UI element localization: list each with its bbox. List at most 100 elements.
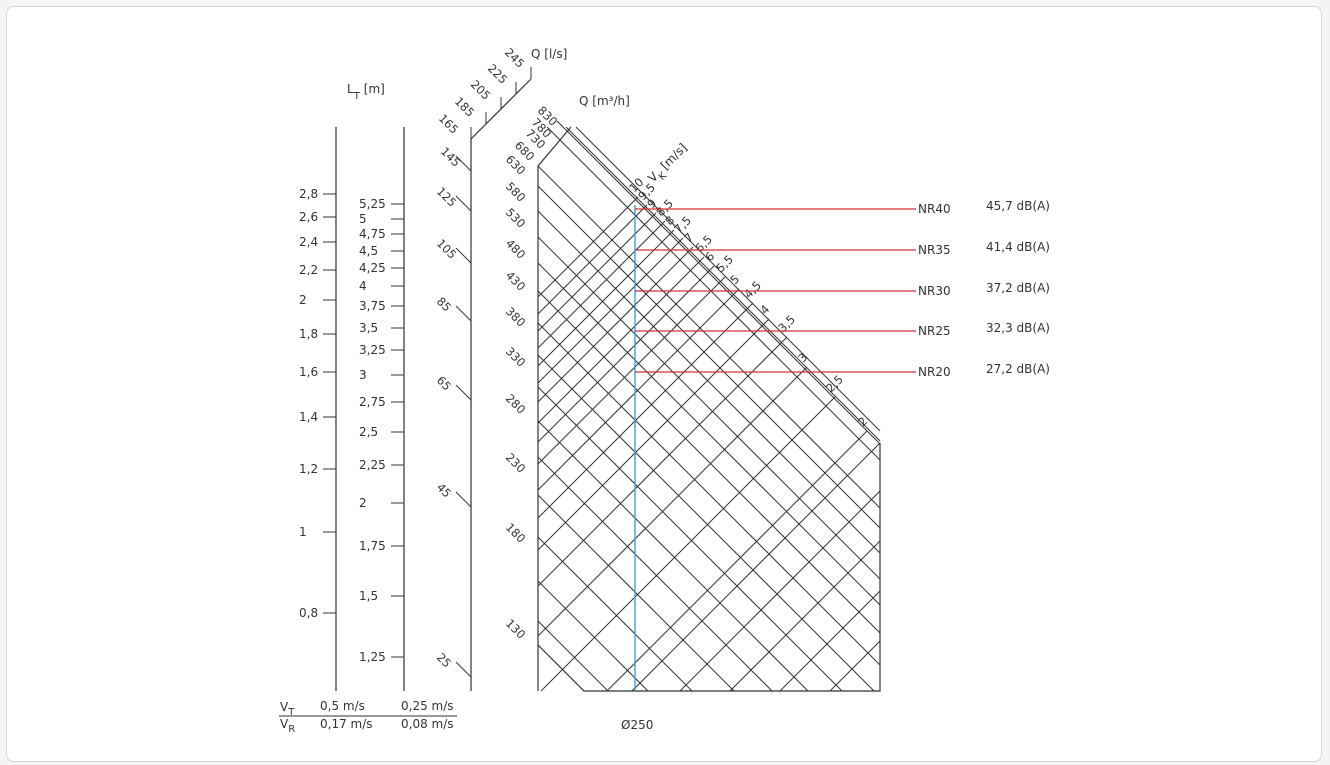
grid-line-down <box>537 290 881 634</box>
grid-line-down <box>537 580 649 692</box>
velocity-line <box>606 430 868 692</box>
grid-line-down <box>537 456 773 692</box>
velocity-line <box>537 318 770 551</box>
noise-level-label: NR20 <box>918 365 951 379</box>
q-m3h-tick-label: 130 <box>503 616 528 641</box>
q-m3h-tick-label: 530 <box>503 205 528 230</box>
noise-level-value: 32,3 dB(A) <box>986 321 1050 335</box>
q-m3h-tick-label: 580 <box>503 179 528 204</box>
grid-line-down <box>537 354 875 692</box>
grid-line-down <box>537 236 881 580</box>
lt-left-tick-label: 1,8 <box>299 327 318 341</box>
chart-card: LT[m] Q [l/s] Q [m³/h] VK[m/s] Ø250 VT V… <box>6 6 1322 762</box>
velocity-line <box>537 229 675 367</box>
lt-left-tick-label: 2,4 <box>299 235 318 249</box>
q-ls-tick-label: 165 <box>436 111 461 136</box>
q-m3h-tick-label: 380 <box>503 304 528 329</box>
q-m3h-tick-label: 280 <box>503 391 528 416</box>
noise-level-label: NR30 <box>918 284 951 298</box>
q-ls-tick <box>455 155 472 172</box>
velocity-line <box>537 366 808 637</box>
lt-right-tick-label: 2 <box>359 496 367 510</box>
velocity-line <box>537 246 694 403</box>
lt-right-tick-label: 1,75 <box>359 539 386 553</box>
lt-right-tick-label: 4 <box>359 279 367 293</box>
velocity-line <box>631 442 881 692</box>
grid-line-down <box>546 126 881 461</box>
noise-level-label: NR35 <box>918 243 951 257</box>
vr-label: VR <box>280 717 295 735</box>
q-ls-tick <box>455 247 472 264</box>
velocity-axis-title: VK[m/s] <box>645 140 693 188</box>
velocity-line <box>537 288 740 491</box>
velocity-line <box>540 396 836 692</box>
velocity-line <box>537 336 788 587</box>
q-ls-tick-label: 125 <box>434 184 459 209</box>
q-ls-tick <box>455 491 472 508</box>
lt-right-tick-label: 1,5 <box>359 589 378 603</box>
q-m3h-tick-label: 330 <box>503 344 528 369</box>
velocity-tick-label: 3,5 <box>775 312 798 335</box>
grid-line-down <box>565 126 881 442</box>
velocity-line <box>729 540 881 692</box>
grid-line-down <box>575 126 881 432</box>
velocity-line <box>779 590 881 692</box>
q-m3h-tick-label: 480 <box>503 236 528 261</box>
lt-right-tick-label: 3,5 <box>359 321 378 335</box>
q-ls-tick <box>455 661 472 678</box>
velocity-tick-label: 6 <box>702 249 717 264</box>
noise-level-value: 37,2 dB(A) <box>986 281 1050 295</box>
grid-lines <box>537 120 881 692</box>
grid-line-down <box>537 210 881 554</box>
q-ls-tick-label: 225 <box>485 61 510 86</box>
velocity-tick-label: 5,5 <box>713 252 736 275</box>
noise-level-value: 27,2 dB(A) <box>986 362 1050 376</box>
q-ls-tick-label: 185 <box>452 94 477 119</box>
velocity-tick-label: 3 <box>795 350 810 365</box>
lt-axis-title: LT[m] <box>347 82 385 102</box>
q-ls-tick-label: 45 <box>434 480 454 500</box>
nomogram-chart: LT[m] Q [l/s] Q [m³/h] VK[m/s] Ø250 VT V… <box>279 45 1050 735</box>
lt-left-tick-label: 1,6 <box>299 365 318 379</box>
lt-right-tick-label: 5,25 <box>359 197 386 211</box>
velocity-line <box>537 237 684 384</box>
velocity-tick-label: 5 <box>727 272 742 287</box>
lt-left-tick-label: 1,4 <box>299 410 318 424</box>
lt-right-tick-label: 2,5 <box>359 425 378 439</box>
dynamic-marks: 2,82,62,42,221,81,61,41,210,85,2554,754,… <box>299 45 1050 692</box>
grid-outline <box>537 126 572 691</box>
vr-value-1: 0,17 m/s <box>320 717 373 731</box>
lt-right-tick-label: 3,25 <box>359 343 386 357</box>
q-ls-tick-label: 65 <box>434 373 454 393</box>
lt-left-tick-label: 2,6 <box>299 210 318 224</box>
grid-line-down <box>556 120 881 445</box>
velocity-line <box>679 490 881 692</box>
lt-right-tick-label: 4,75 <box>359 227 386 241</box>
grid-line-down <box>537 386 843 692</box>
lt-left-tick-label: 2,8 <box>299 187 318 201</box>
lt-left-tick-label: 0,8 <box>299 606 318 620</box>
noise-level-label: NR25 <box>918 324 951 338</box>
velocity-line <box>537 212 657 332</box>
q-ls-tick <box>455 305 472 322</box>
lt-left-tick-label: 1,2 <box>299 462 318 476</box>
grid-line-down <box>537 420 809 692</box>
velocity-tick-label: 2,5 <box>823 372 846 395</box>
velocity-line <box>537 265 715 443</box>
q-ls-tick-label: 85 <box>434 294 454 314</box>
lt-left-tick-label: 1 <box>299 525 307 539</box>
lt-right-tick-label: 5 <box>359 212 367 226</box>
grid-line-down <box>537 536 693 692</box>
lt-right-tick-label: 4,25 <box>359 261 386 275</box>
q-m3h-tick-label: 230 <box>503 450 528 475</box>
q-ls-tick <box>455 195 472 212</box>
noise-level-value: 41,4 dB(A) <box>986 240 1050 254</box>
q-ls-tick-label: 105 <box>434 236 459 261</box>
noise-level-label: NR40 <box>918 202 951 216</box>
velocity-line <box>537 196 639 298</box>
q-ls-axis-title: Q [l/s] <box>531 47 567 61</box>
lt-left-tick-label: 2 <box>299 293 307 307</box>
velocity-line <box>537 220 666 349</box>
diameter-label: Ø250 <box>621 718 653 732</box>
lt-right-tick-label: 4,5 <box>359 244 378 258</box>
